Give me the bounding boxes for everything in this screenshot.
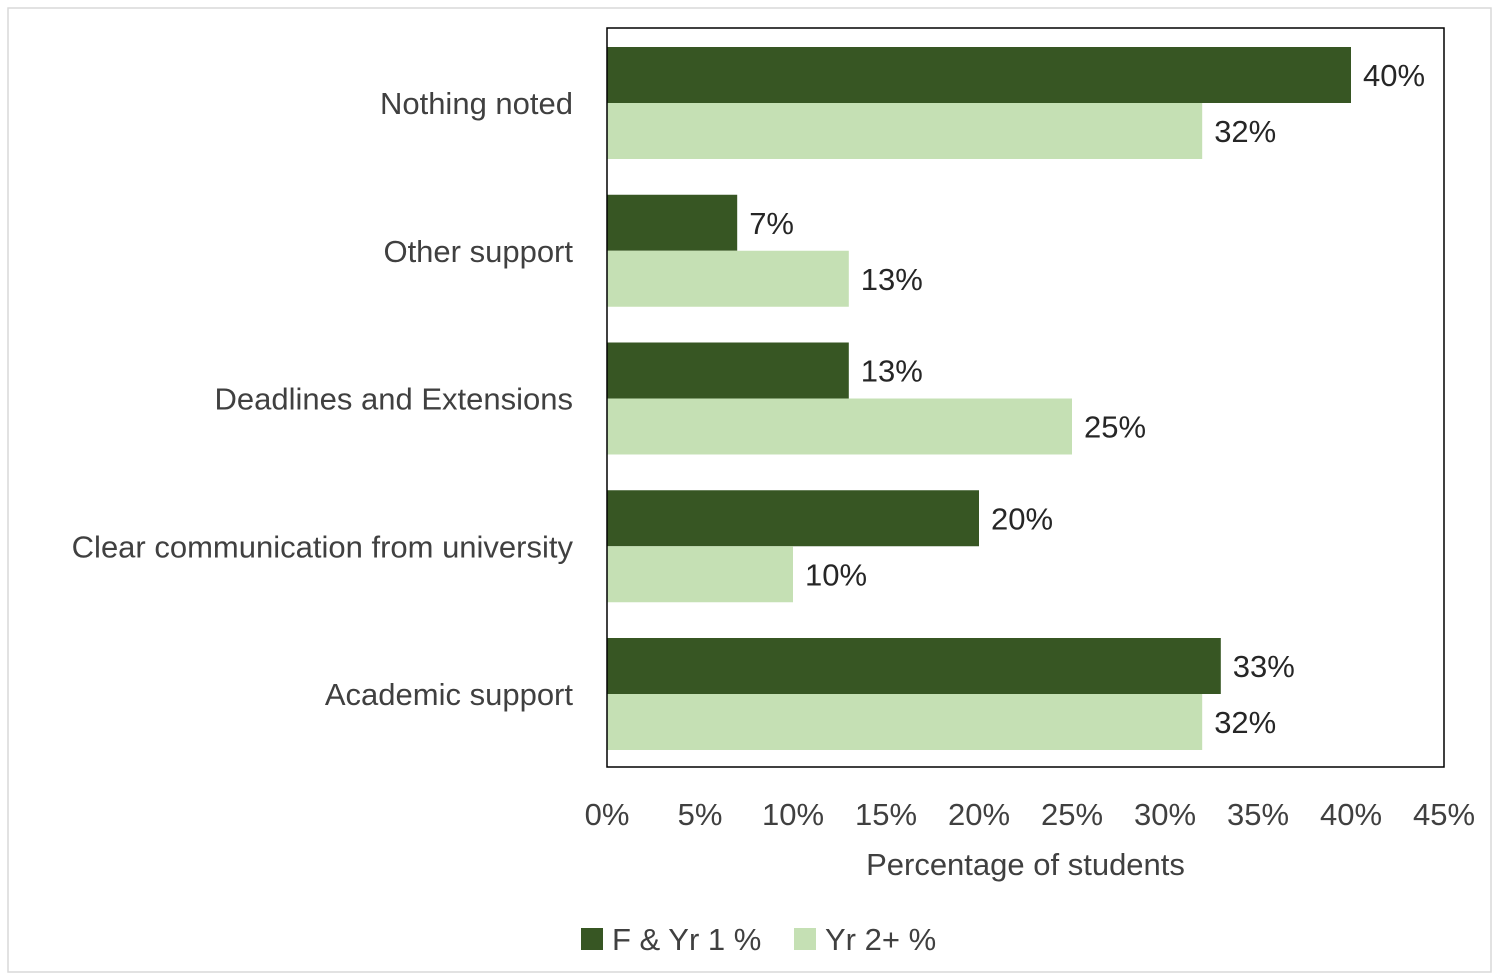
plot-area-frame — [606, 27, 1445, 768]
x-tick-label: 10% — [762, 797, 824, 832]
x-tick-label: 35% — [1227, 797, 1289, 832]
legend: F & Yr 1 % Yr 2+ % — [581, 922, 936, 957]
value-axis-tick-labels: 0% 5% 10% 15% 20% 25% 30% 35% 40% 45% — [585, 797, 1475, 832]
bars-layer — [607, 47, 1351, 750]
bar-f-yr1-deadlines-and-extensions — [607, 342, 849, 399]
bar-yr2plus-nothing-noted — [607, 103, 1203, 159]
x-tick-label: 25% — [1041, 797, 1103, 832]
bar-f-yr1-other-support — [607, 194, 738, 251]
legend-label-yr2plus: Yr 2+ % — [825, 922, 936, 957]
data-label-f-yr1-deadlines-and-extensions: 13% — [861, 354, 923, 389]
x-tick-label: 15% — [855, 797, 917, 832]
legend-swatch-yr2plus — [794, 928, 816, 950]
legend-label-f-yr1: F & Yr 1 % — [612, 922, 761, 957]
bar-yr2plus-other-support — [607, 250, 849, 307]
bar-yr2plus-deadlines-and-extensions — [607, 398, 1072, 455]
x-tick-label: 20% — [948, 797, 1010, 832]
data-label-f-yr1-clear-communication-from-university: 20% — [991, 501, 1053, 536]
data-label-f-yr1-nothing-noted: 40% — [1363, 58, 1425, 93]
bar-yr2plus-clear-communication-from-university — [607, 546, 793, 603]
legend-swatch-f-yr1 — [581, 928, 603, 950]
category-label-deadlines-and-extensions: Deadlines and Extensions — [215, 382, 573, 417]
x-tick-label: 40% — [1320, 797, 1382, 832]
data-label-f-yr1-other-support: 7% — [749, 206, 794, 241]
bar-f-yr1-clear-communication-from-university — [607, 490, 979, 547]
chart-area-border — [7, 7, 1492, 973]
data-label-yr2plus-deadlines-and-extensions: 25% — [1084, 410, 1146, 445]
x-tick-label: 30% — [1134, 797, 1196, 832]
bar-yr2plus-academic-support — [607, 694, 1203, 750]
category-label-academic-support: Academic support — [325, 677, 574, 712]
data-label-yr2plus-nothing-noted: 32% — [1214, 114, 1276, 149]
data-label-yr2plus-academic-support: 32% — [1214, 705, 1276, 740]
category-axis-labels: Academic support Clear communication from… — [72, 86, 574, 712]
x-axis-title: Percentage of students — [866, 847, 1185, 882]
bar-f-yr1-academic-support — [607, 638, 1221, 694]
x-tick-label: 5% — [678, 797, 723, 832]
labels-layer: 33% 32% 20% 10% 13% 25% 7% 13% 40% 32% — [749, 58, 1425, 740]
data-label-yr2plus-other-support: 13% — [861, 262, 923, 297]
category-label-clear-communication-from-university: Clear communication from university — [72, 529, 574, 564]
category-label-other-support: Other support — [383, 234, 573, 269]
data-label-yr2plus-clear-communication-from-university: 10% — [805, 557, 867, 592]
bar-f-yr1-nothing-noted — [607, 47, 1351, 103]
data-label-f-yr1-academic-support: 33% — [1233, 649, 1295, 684]
x-tick-label: 0% — [585, 797, 630, 832]
x-tick-label: 45% — [1413, 797, 1475, 832]
category-label-nothing-noted: Nothing noted — [380, 86, 573, 121]
